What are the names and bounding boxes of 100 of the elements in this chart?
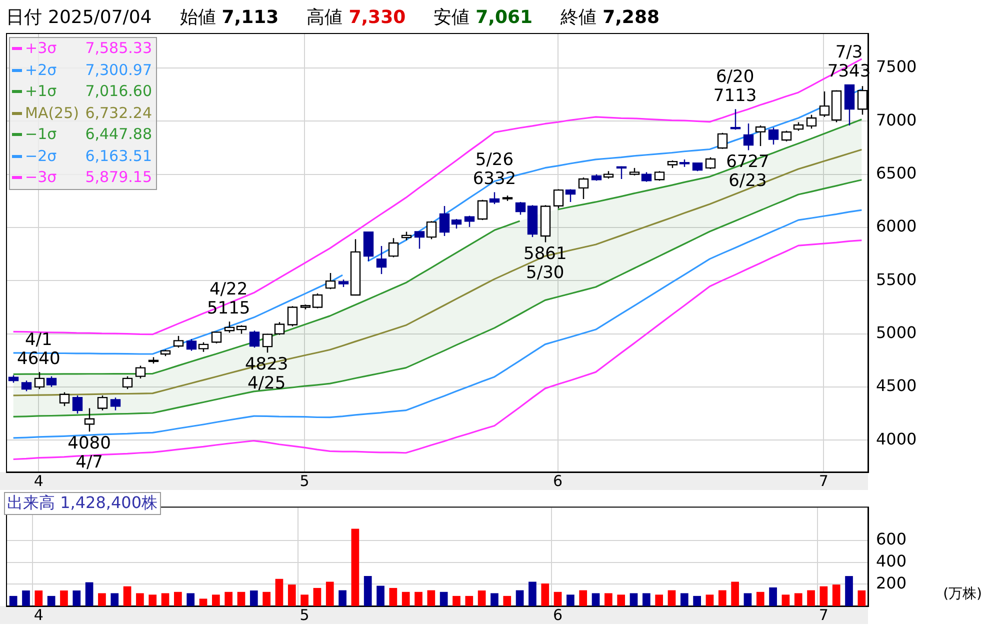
bar [376, 586, 384, 606]
bar [744, 593, 752, 606]
bar [110, 593, 119, 606]
bar [655, 594, 664, 606]
text: −2σ 6,163.51 [25, 146, 152, 164]
bar [541, 583, 550, 606]
bar [148, 594, 157, 606]
bar [22, 590, 30, 606]
bar [136, 593, 144, 606]
y-tick-label: 600 [876, 530, 907, 549]
x-tick-label: 5 [300, 606, 310, 624]
text: 高値 7,330 [306, 7, 406, 28]
y-tick-label: 4000 [876, 429, 917, 448]
bar [604, 593, 612, 606]
bar [161, 593, 170, 606]
bar [300, 594, 308, 606]
y-tick-label: 7000 [876, 110, 917, 130]
annotation: 4/22 5115 [206, 279, 250, 318]
text: −3σ 5,879.15 [25, 168, 152, 186]
annotation: 4080 4/7 [68, 434, 111, 473]
x-tick-label: 4 [34, 606, 44, 624]
bar [516, 590, 524, 606]
bar [845, 576, 853, 606]
bar [592, 593, 600, 606]
bar [465, 596, 474, 606]
bar [326, 582, 334, 606]
bar [832, 584, 840, 606]
bar [98, 593, 106, 606]
bar [364, 576, 372, 606]
bar [224, 592, 233, 606]
bar [693, 596, 701, 606]
bar [186, 593, 195, 606]
y-tick-label: 5000 [876, 322, 917, 342]
legend-label: MA(25) 6,732.24 [24, 102, 152, 124]
bar [566, 594, 574, 606]
bar [212, 594, 220, 606]
bar [452, 596, 460, 606]
bar [414, 592, 422, 606]
y-tick-label: 4500 [876, 376, 917, 396]
bar [338, 590, 346, 606]
bar [85, 582, 94, 606]
text: 日付 2025/07/04 [6, 7, 152, 28]
bar [756, 592, 764, 606]
bar [642, 593, 650, 606]
bar [718, 590, 726, 606]
y-tick-label: 7500 [876, 57, 917, 76]
bar [250, 590, 258, 606]
x-tick-label: 7 [818, 472, 828, 490]
x-tick-label: 4 [34, 472, 44, 490]
bar [503, 596, 512, 606]
bar [668, 590, 676, 606]
y-tick-label: 6000 [876, 216, 917, 236]
bar [275, 578, 284, 606]
bar [313, 588, 322, 606]
text: 始値 7,113 [180, 7, 279, 28]
bar [47, 596, 56, 606]
bar [807, 590, 815, 606]
bar [769, 587, 777, 606]
bar [34, 590, 43, 606]
bar [60, 590, 68, 606]
text: +3σ 7,585.33 [25, 39, 152, 57]
y-axis-title: (万株) [943, 585, 982, 603]
bar [440, 592, 448, 606]
chart-title: 出来高 1,428,400株 [4, 492, 161, 515]
x-tick-label: 5 [300, 472, 310, 490]
bar [9, 596, 18, 606]
bar [706, 594, 714, 606]
y-tick-label: 5500 [876, 270, 917, 289]
bar [123, 586, 132, 606]
bar [528, 582, 536, 606]
bar [389, 588, 398, 606]
text: −1σ 6,447.88 [25, 125, 152, 143]
y-tick-label: 6500 [876, 163, 917, 182]
bar [858, 590, 866, 606]
text: +1σ 7,016.60 [25, 82, 152, 100]
y-tick-label: 200 [876, 573, 907, 592]
bar [199, 598, 208, 606]
bar [288, 584, 296, 606]
bar [351, 528, 360, 606]
text: +2σ 7,300.97 [25, 60, 152, 78]
bar [782, 594, 790, 606]
bar [427, 590, 436, 606]
bar [262, 592, 270, 606]
bar [490, 593, 498, 606]
x-tick-label: 6 [553, 606, 563, 624]
bar [402, 592, 410, 606]
bar [237, 592, 246, 606]
bar [579, 590, 588, 606]
bar [820, 586, 828, 606]
bar [680, 593, 688, 606]
bar [174, 592, 182, 606]
annotation: 6/20 7113 [713, 67, 757, 106]
bar [72, 590, 81, 606]
x-tick-label: 6 [553, 472, 563, 490]
bar [630, 593, 638, 606]
bar [617, 594, 626, 606]
bar [794, 593, 802, 606]
x-tick-label: 7 [818, 606, 828, 624]
text: 安値 7,061 [434, 7, 533, 28]
annotation: 4/1 4640 [17, 330, 60, 369]
